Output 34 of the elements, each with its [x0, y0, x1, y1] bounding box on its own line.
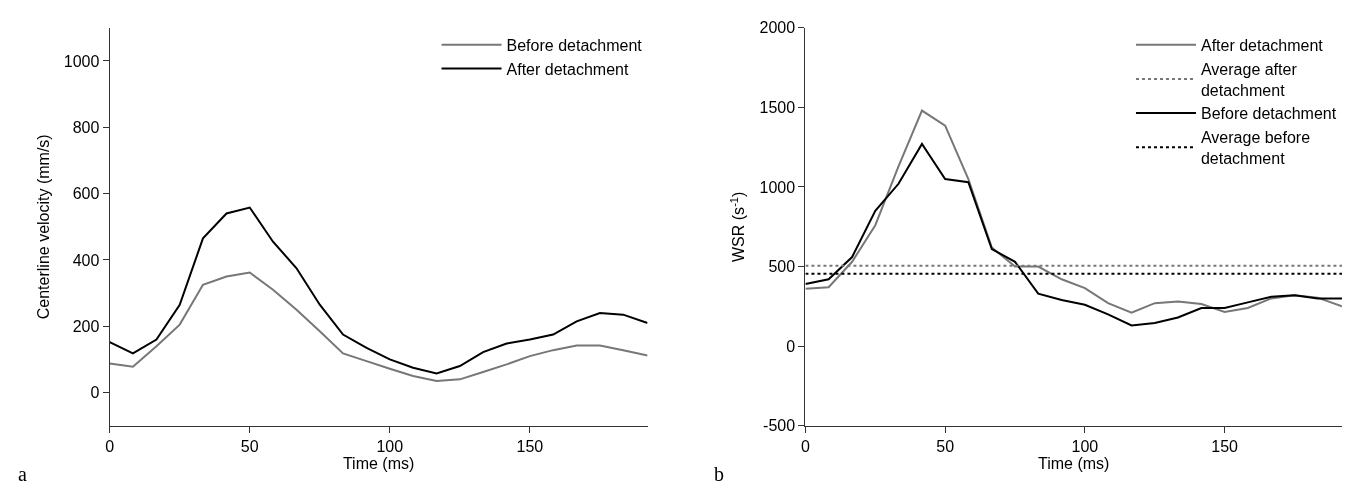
- text: a: [18, 463, 27, 485]
- y-tick-label: 500: [768, 258, 796, 276]
- y-tick-label: 1000: [63, 52, 100, 70]
- y-tick-label: 2000: [759, 19, 796, 37]
- y-tick-label: -500: [763, 417, 796, 435]
- x-tick-label: 100: [1071, 438, 1099, 456]
- legend-label: Before detachment: [506, 36, 643, 54]
- line-series: [109, 206, 648, 375]
- y-tick-label: 0: [90, 384, 100, 402]
- legend-label: Average before detachment: [1200, 129, 1311, 167]
- x-tick-label: 0: [800, 438, 810, 456]
- y-tick-label: 1500: [759, 98, 796, 116]
- y-tick-label: 200: [72, 317, 100, 335]
- legend-label: Before detachment: [1200, 105, 1337, 123]
- y-tick-label: 0: [786, 337, 796, 355]
- x-axis-title: Time (ms): [342, 455, 415, 473]
- y-tick-label: 1000: [759, 178, 796, 196]
- y-tick-label: 800: [72, 118, 100, 136]
- line-series: [805, 109, 1342, 314]
- legend-label: After detachment: [1200, 36, 1324, 54]
- x-axis-title: Time (ms): [1038, 455, 1110, 473]
- legend-label: After detachment: [506, 60, 629, 78]
- y-tick-label: 600: [72, 185, 100, 203]
- y-axis-title: Centerline velocity (mm/s): [34, 134, 52, 320]
- line-series: [109, 271, 648, 382]
- x-tick-label: 100: [376, 438, 404, 456]
- text: b: [714, 463, 724, 485]
- y-tick-label: 400: [72, 251, 100, 269]
- x-tick-label: 0: [105, 438, 115, 456]
- x-tick-label: 150: [1211, 438, 1239, 456]
- legend-label: Average after detachment: [1200, 60, 1298, 99]
- x-tick-label: 50: [240, 438, 259, 456]
- x-tick-label: 150: [516, 438, 544, 456]
- x-tick-label: 50: [936, 438, 955, 456]
